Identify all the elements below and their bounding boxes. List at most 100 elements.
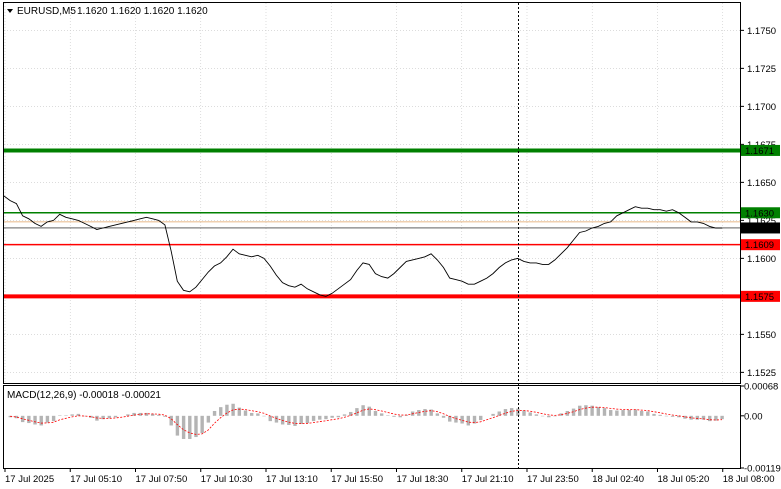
price-tick-label: 1.1725 xyxy=(747,64,776,75)
level-tag-text: 1.1575 xyxy=(745,292,774,303)
macd-bar xyxy=(714,415,718,421)
macd-bar xyxy=(720,415,724,420)
macd-tick-label: -0.00119 xyxy=(744,464,781,475)
macd-bar xyxy=(361,405,365,416)
macd-bar xyxy=(559,413,563,416)
time-tick-label: 17 Jul 21:10 xyxy=(462,474,514,485)
macd-bar xyxy=(293,415,297,426)
macd-bar xyxy=(466,415,471,426)
time-tick-label: 17 Jul 2025 xyxy=(5,474,54,485)
macd-bar xyxy=(268,415,272,422)
time-tick-label: 17 Jul 07:50 xyxy=(135,474,187,485)
macd-bar xyxy=(646,411,650,416)
macd-bar xyxy=(318,415,322,420)
price-tick-label: 1.1525 xyxy=(747,368,776,379)
macd-bar xyxy=(398,415,402,418)
price-line xyxy=(3,195,722,297)
macd-bar xyxy=(27,415,31,424)
level-tag-1.1671 xyxy=(741,144,780,156)
macd-bar xyxy=(435,413,440,416)
macd-bar xyxy=(237,407,242,416)
macd-bar xyxy=(219,407,223,416)
macd-bar xyxy=(639,410,644,416)
macd-bar xyxy=(516,408,520,416)
level-tag-text: 1.1620 xyxy=(745,223,774,234)
time-tick-label: 18 Jul 05:20 xyxy=(657,474,709,485)
macd-bar xyxy=(194,415,198,438)
level-lines xyxy=(4,148,740,299)
level-tag-1.1575 xyxy=(741,290,780,302)
macd-histogram xyxy=(8,403,724,439)
macd-bar xyxy=(39,415,43,426)
macd-bar xyxy=(324,415,328,420)
macd-bar xyxy=(578,405,582,416)
level-tag-1.1630 xyxy=(741,207,780,219)
level-tag-text: 1.1671 xyxy=(745,146,774,157)
price-tick-label: 1.1700 xyxy=(747,102,776,113)
macd-bar xyxy=(677,415,681,418)
macd-bar xyxy=(138,412,142,416)
macd-bar xyxy=(200,415,204,434)
macd-bar xyxy=(367,406,371,416)
macd-label: MACD(12,26,9) -0.00018 -0.00021 xyxy=(7,390,161,401)
macd-bar xyxy=(150,413,155,416)
macd-bar xyxy=(132,412,136,416)
macd-bar xyxy=(522,410,526,416)
macd-bar xyxy=(163,415,167,417)
symbol-dropdown-icon[interactable] xyxy=(7,9,13,13)
level-tag-1.1609 xyxy=(741,239,780,251)
macd-axis: 0.00068 0.00 -0.00119 xyxy=(740,382,781,475)
macd-bar xyxy=(423,409,427,416)
macd-bar xyxy=(206,415,211,423)
ohlc-label: 1.1620 1.1620 1.1620 1.1620 xyxy=(77,6,208,17)
macd-bar xyxy=(175,415,180,436)
macd-bar xyxy=(45,415,50,423)
macd-bar xyxy=(379,413,384,416)
macd-bar xyxy=(126,414,130,416)
time-axis: 17 Jul 2025 17 Jul 05:10 17 Jul 07:50 17 Ju… xyxy=(4,468,774,485)
time-tick-label: 18 Jul 02:40 xyxy=(592,474,644,485)
macd-bar xyxy=(51,415,56,422)
macd-bar xyxy=(683,415,687,419)
price-tick-label: 1.1625 xyxy=(747,216,776,227)
time-tick-label: 17 Jul 23:50 xyxy=(527,474,579,485)
macd-bar xyxy=(565,410,570,416)
macd-bar xyxy=(596,407,601,416)
macd-bar xyxy=(652,413,656,416)
macd-bar xyxy=(441,415,446,418)
level-tag-1.1620 xyxy=(741,222,780,234)
time-tick-label: 17 Jul 10:30 xyxy=(201,474,253,485)
price-tick-label: 1.1550 xyxy=(747,330,776,341)
macd-bar xyxy=(157,414,161,416)
macd-bar xyxy=(528,412,532,416)
macd-bar xyxy=(695,415,700,420)
macd-bar xyxy=(249,412,254,416)
macd-bar xyxy=(417,410,421,416)
level-tag-text: 1.1630 xyxy=(745,208,774,219)
macd-bar xyxy=(701,415,706,420)
macd-bar xyxy=(627,410,631,416)
macd-bar xyxy=(658,414,662,416)
macd-bar xyxy=(212,410,217,416)
macd-bar xyxy=(479,415,483,421)
level-tags: 1.1671 1.1630 1.1620 1.1609 1.1575 xyxy=(741,144,780,303)
price-tick-label: 1.1600 xyxy=(747,254,776,265)
symbol-label: EURUSD,M5 xyxy=(17,6,76,17)
macd-bar xyxy=(534,414,539,416)
macd-bar xyxy=(355,408,359,416)
macd-bar xyxy=(602,408,607,416)
macd-bar xyxy=(547,415,551,418)
macd-bar xyxy=(311,415,316,422)
price-tick-label: 1.1750 xyxy=(747,26,776,37)
macd-bar xyxy=(342,414,347,416)
macd-bar xyxy=(336,415,341,418)
time-grid xyxy=(4,3,724,383)
time-tick-label: 17 Jul 05:10 xyxy=(70,474,122,485)
macd-bar xyxy=(460,415,464,424)
macd-bar xyxy=(14,415,19,419)
macd-tick-label: 0.00 xyxy=(744,411,763,422)
macd-bar xyxy=(392,415,396,417)
macd-bar xyxy=(621,410,625,416)
macd-signal-line xyxy=(10,406,723,435)
